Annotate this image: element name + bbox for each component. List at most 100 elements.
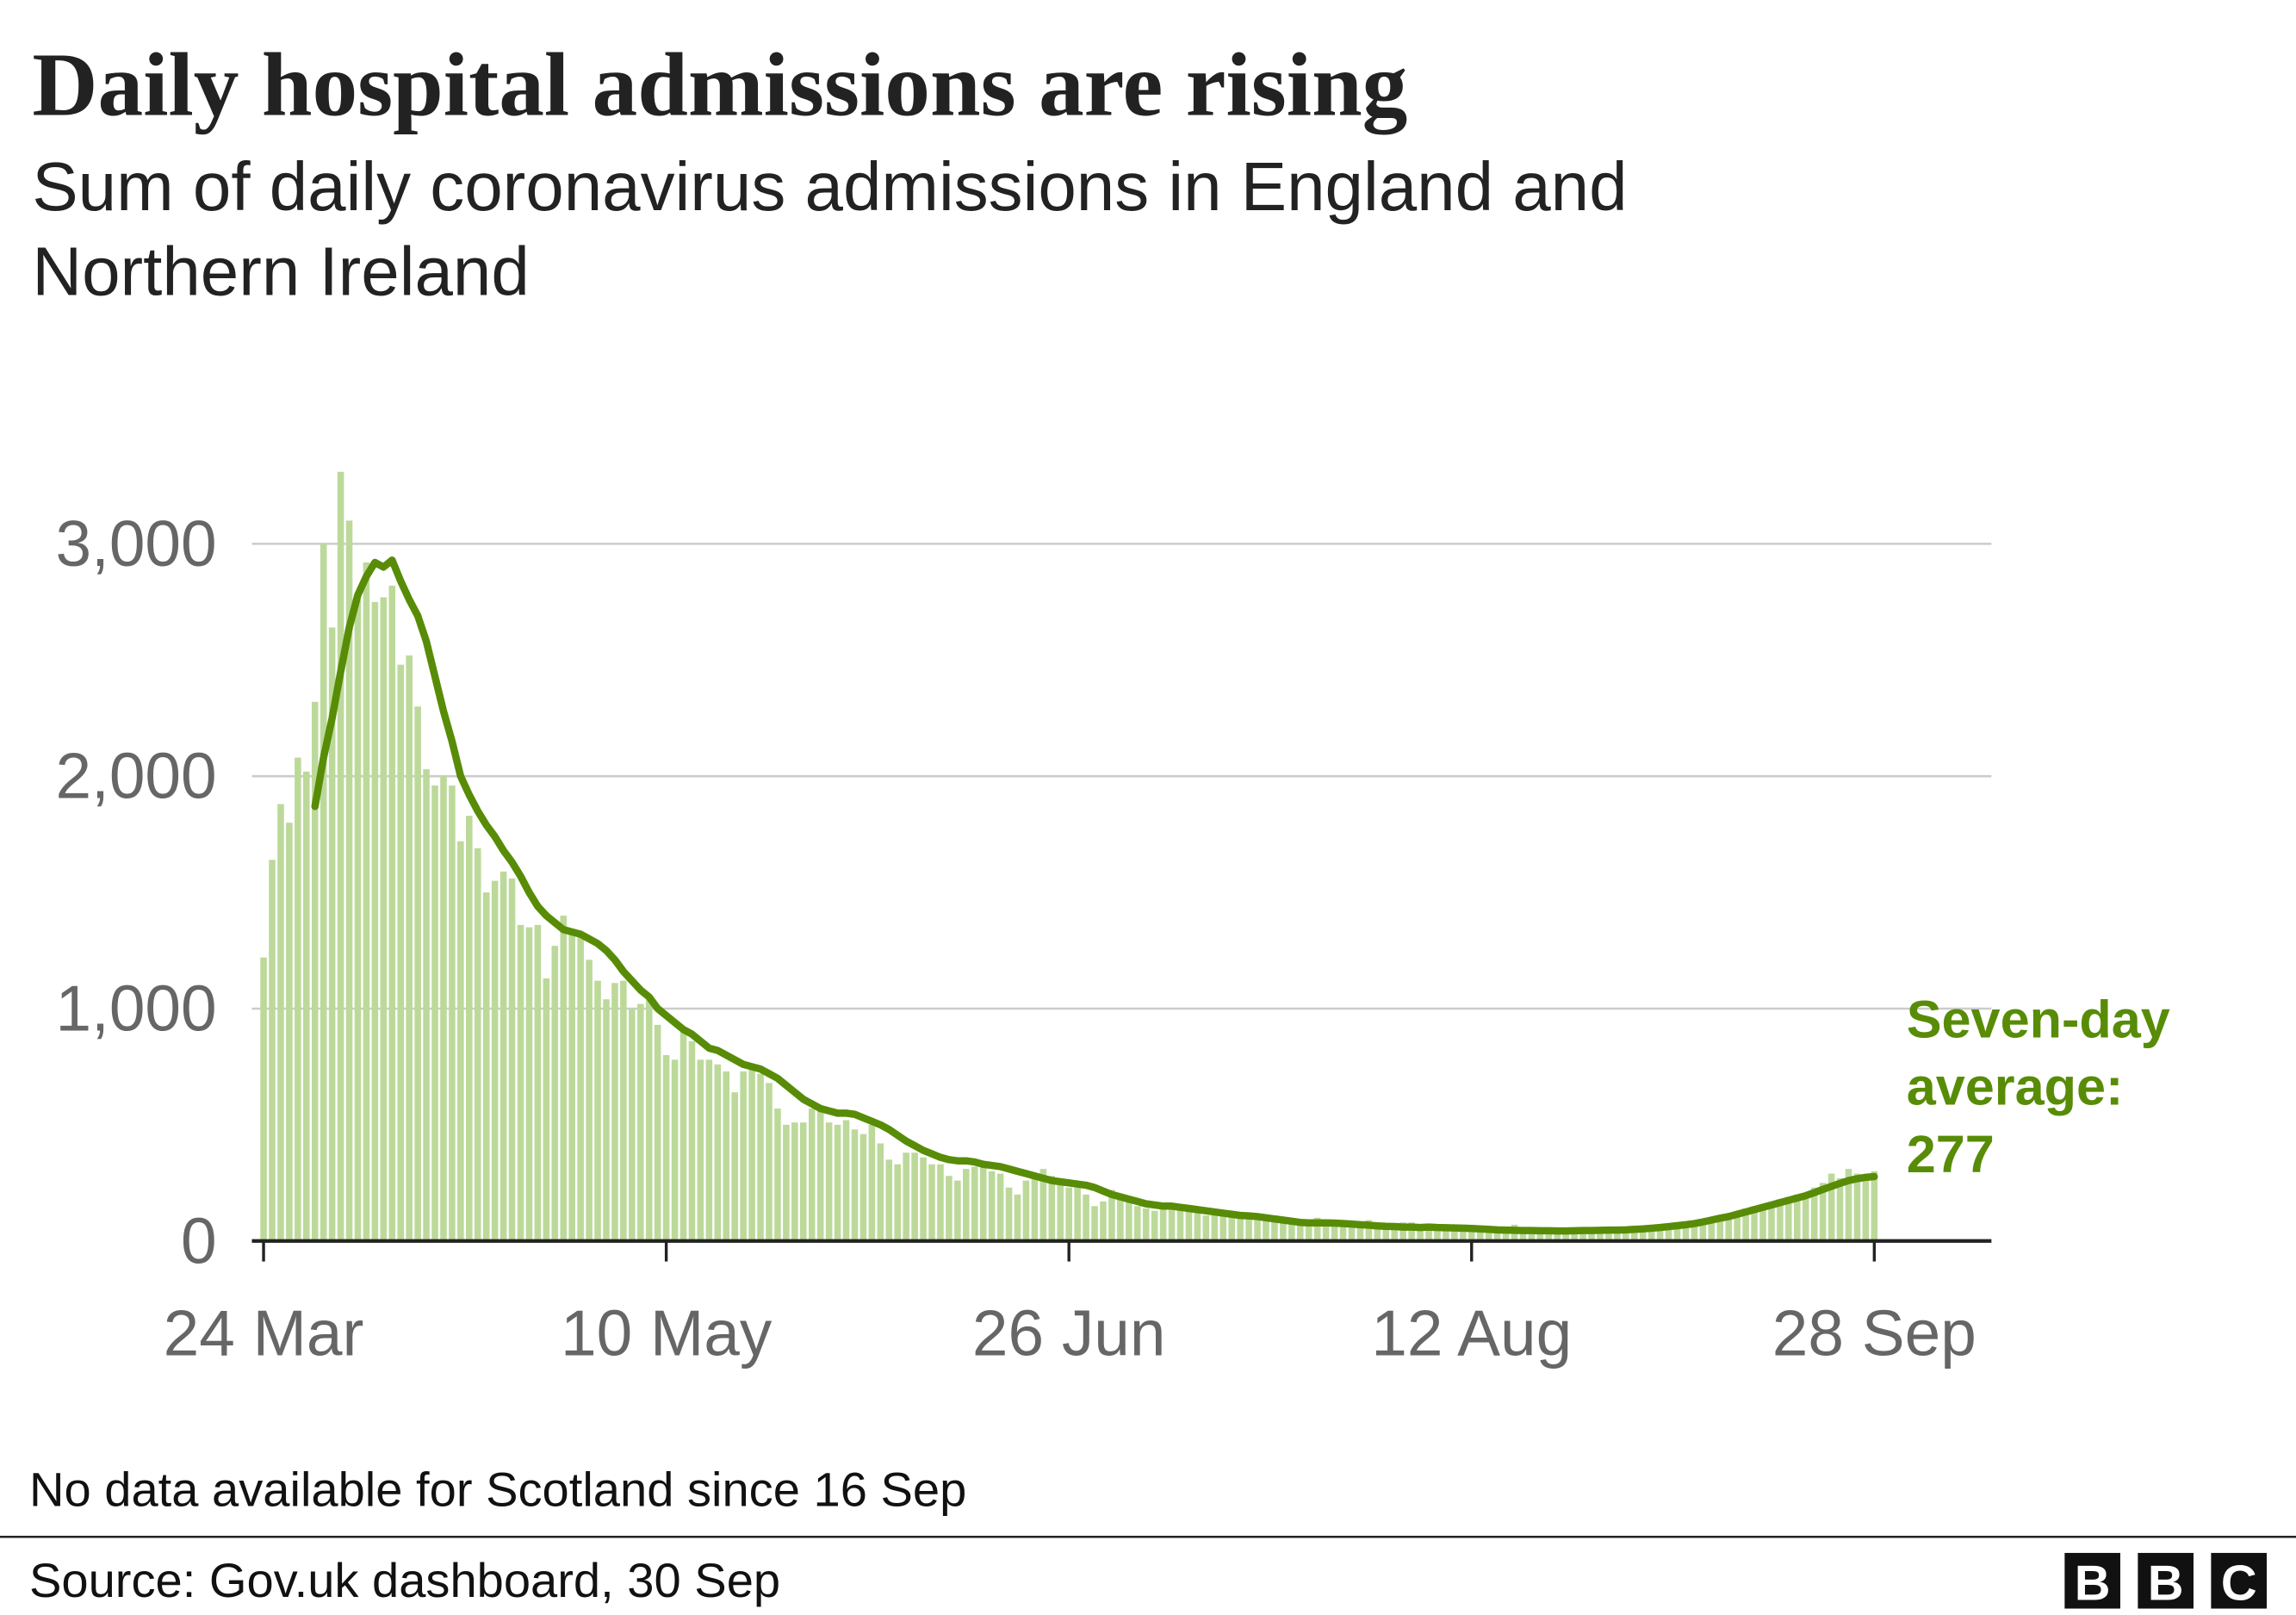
bar [1202,1215,1210,1241]
bar [603,999,610,1241]
bar [440,776,447,1241]
bar [1648,1227,1655,1241]
bar [911,1152,918,1241]
bar [1417,1224,1424,1241]
chart-subtitle: Sum of daily coronavirus admissions in E… [32,148,1627,225]
bar [594,980,601,1241]
bar [894,1164,902,1241]
logo-box [2211,1552,2267,1609]
bar [568,929,575,1241]
x-tick-label: 24 Mar [164,1296,364,1369]
x-tick-label: 26 Jun [972,1296,1166,1369]
bar [388,585,396,1241]
bar [1845,1169,1852,1241]
bar [1528,1229,1536,1241]
y-tick-label: 3,000 [55,507,216,580]
bar [303,771,310,1241]
bar [1374,1222,1381,1241]
bar [1639,1229,1647,1241]
logo-box [2138,1552,2194,1609]
bar [885,1159,893,1241]
bar [705,1059,713,1241]
bar [1237,1215,1244,1241]
bar [1579,1231,1586,1241]
bar [295,757,301,1241]
footnote: No data available for Scotland since 16 … [29,1463,966,1517]
bar [320,544,327,1241]
bar [1348,1224,1356,1241]
bar [1777,1199,1784,1241]
bar [1434,1227,1441,1241]
bar [1254,1220,1261,1241]
bar [800,1122,807,1241]
bar [371,601,379,1241]
bar [1562,1229,1569,1241]
bar [1159,1206,1167,1241]
bar [466,816,473,1241]
bar [586,960,593,1241]
bar [714,1064,722,1241]
bar [988,1171,996,1241]
bar [1331,1222,1338,1241]
bar [1554,1231,1561,1241]
bar [1451,1224,1458,1241]
bar [1742,1208,1749,1241]
bar [1819,1183,1827,1241]
bar [1399,1222,1406,1241]
logo-box [2064,1552,2120,1609]
bar [1699,1224,1707,1241]
bar [1031,1176,1039,1241]
average-line [311,556,1878,1235]
bar [449,785,456,1241]
bar [1022,1180,1030,1241]
bar [1588,1229,1595,1241]
bar [1468,1227,1475,1241]
bar [1133,1206,1141,1241]
bar [1751,1206,1758,1241]
bar [1673,1227,1681,1241]
annotation: 277 [1907,1125,1995,1183]
bar [1297,1222,1304,1241]
bar [920,1157,927,1241]
bar [508,878,516,1241]
x-tick-label: 10 May [561,1296,773,1369]
bar [1142,1208,1150,1241]
bar [1322,1220,1330,1241]
chart-subtitle: Northern Ireland [32,233,529,309]
logo-letter: B [2075,1556,2111,1611]
bar [1382,1224,1390,1241]
logo-letter: C [2221,1556,2257,1611]
bar [1211,1213,1219,1241]
bar [1597,1231,1604,1241]
bar [1759,1208,1766,1241]
bar [996,1173,1004,1241]
bar [1117,1194,1124,1241]
bar [723,1071,730,1241]
bar [1057,1185,1064,1241]
bar [946,1176,953,1241]
bar [766,1083,773,1241]
bar [269,860,276,1241]
bar [1408,1222,1415,1241]
bar [474,848,481,1241]
bar [1725,1215,1732,1241]
bar [345,520,353,1241]
bar [491,880,499,1241]
grid [251,543,1992,1010]
source: Source: Gov.uk dashboard, 30 Sep [29,1553,780,1607]
bar [1443,1227,1449,1241]
bar [414,706,421,1241]
bar [1623,1231,1629,1241]
bar [1108,1190,1115,1241]
bar [1614,1229,1621,1241]
bar [1168,1203,1176,1241]
bar [645,994,653,1241]
bar [1827,1173,1835,1241]
bar [1228,1213,1235,1241]
bar [431,785,438,1241]
bar [1476,1227,1484,1241]
bar [1091,1206,1098,1241]
bar [1176,1206,1184,1241]
bar [697,1059,704,1241]
y-tick-label: 2,000 [55,740,216,812]
